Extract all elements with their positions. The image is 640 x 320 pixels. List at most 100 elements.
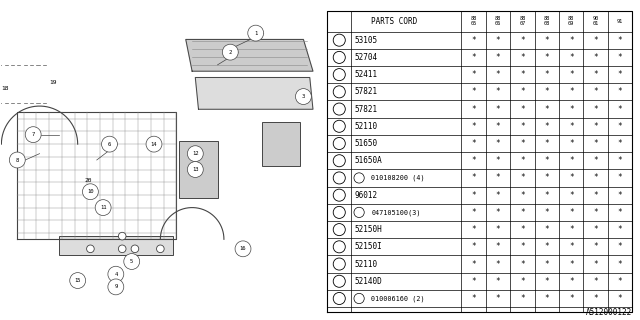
Text: *: *	[520, 173, 525, 182]
Text: 57821: 57821	[355, 105, 378, 114]
Text: 52704: 52704	[355, 53, 378, 62]
Text: *: *	[495, 139, 500, 148]
Text: *: *	[520, 277, 525, 286]
Circle shape	[296, 89, 311, 105]
Text: 11: 11	[335, 210, 343, 215]
Text: 18: 18	[1, 86, 9, 91]
Text: *: *	[618, 294, 622, 303]
Text: *: *	[569, 122, 573, 131]
Text: 52110: 52110	[355, 122, 378, 131]
Text: *: *	[520, 225, 525, 234]
Circle shape	[333, 155, 346, 167]
Text: *: *	[593, 294, 598, 303]
Polygon shape	[186, 39, 313, 71]
Text: *: *	[495, 242, 500, 251]
Text: *: *	[569, 191, 573, 200]
Text: *: *	[618, 277, 622, 286]
Text: *: *	[569, 87, 573, 96]
Text: *: *	[471, 225, 476, 234]
Text: *: *	[593, 156, 598, 165]
Text: 16: 16	[240, 246, 246, 251]
Text: *: *	[471, 87, 476, 96]
Text: *: *	[618, 36, 622, 45]
Circle shape	[102, 136, 117, 152]
Text: *: *	[471, 139, 476, 148]
Text: *: *	[618, 260, 622, 268]
Text: *: *	[471, 260, 476, 268]
Circle shape	[333, 275, 346, 287]
Text: *: *	[545, 105, 549, 114]
Circle shape	[118, 245, 126, 252]
Text: *: *	[495, 36, 500, 45]
Text: *: *	[545, 70, 549, 79]
Text: *: *	[520, 70, 525, 79]
Text: 010006160 (2): 010006160 (2)	[371, 295, 425, 302]
Text: *: *	[495, 87, 500, 96]
Circle shape	[118, 232, 126, 240]
Text: *: *	[593, 208, 598, 217]
Circle shape	[222, 44, 238, 60]
Text: 88
08: 88 08	[543, 16, 550, 27]
Text: *: *	[618, 87, 622, 96]
Text: 12: 12	[192, 151, 198, 156]
Circle shape	[333, 224, 346, 236]
Text: *: *	[471, 242, 476, 251]
Circle shape	[188, 146, 204, 162]
Text: *: *	[593, 36, 598, 45]
Circle shape	[333, 68, 346, 81]
Text: *: *	[495, 70, 500, 79]
Text: 3: 3	[337, 72, 341, 77]
Text: *: *	[545, 156, 549, 165]
Text: *: *	[520, 208, 525, 217]
Circle shape	[333, 52, 346, 63]
Text: 3: 3	[302, 94, 305, 99]
Text: *: *	[545, 53, 549, 62]
Text: 16: 16	[335, 296, 343, 301]
Text: 2: 2	[337, 55, 341, 60]
Text: *: *	[569, 36, 573, 45]
Text: *: *	[520, 139, 525, 148]
Text: 88
06: 88 06	[495, 16, 501, 27]
Text: 5: 5	[130, 259, 133, 264]
Text: *: *	[495, 156, 500, 165]
Text: *: *	[520, 87, 525, 96]
Text: 20: 20	[84, 178, 92, 183]
Text: *: *	[618, 53, 622, 62]
Text: *: *	[520, 260, 525, 268]
Text: B: B	[358, 175, 361, 180]
Circle shape	[108, 279, 124, 295]
Text: 10: 10	[335, 193, 343, 198]
Text: *: *	[593, 105, 598, 114]
Polygon shape	[195, 77, 313, 109]
Text: 88
07: 88 07	[519, 16, 525, 27]
Text: *: *	[495, 122, 500, 131]
Text: *: *	[618, 191, 622, 200]
Circle shape	[86, 245, 94, 252]
Text: *: *	[593, 70, 598, 79]
Circle shape	[333, 172, 346, 184]
Circle shape	[333, 241, 346, 253]
Text: *: *	[495, 208, 500, 217]
Text: *: *	[471, 36, 476, 45]
Text: *: *	[545, 277, 549, 286]
Circle shape	[333, 189, 346, 201]
Text: 52150H: 52150H	[355, 225, 382, 234]
Text: *: *	[520, 191, 525, 200]
Text: 1: 1	[337, 38, 341, 43]
Text: *: *	[471, 105, 476, 114]
Text: *: *	[471, 191, 476, 200]
Text: *: *	[569, 242, 573, 251]
Text: 15: 15	[335, 279, 343, 284]
Circle shape	[95, 200, 111, 215]
Text: 5: 5	[337, 107, 341, 112]
Text: 52110: 52110	[355, 260, 378, 268]
Bar	[179, 141, 218, 198]
Text: *: *	[471, 122, 476, 131]
Text: 1: 1	[254, 31, 257, 36]
Text: *: *	[520, 36, 525, 45]
Text: *: *	[569, 105, 573, 114]
Text: *: *	[569, 139, 573, 148]
Text: *: *	[495, 225, 500, 234]
Text: 52140D: 52140D	[355, 277, 382, 286]
Text: *: *	[495, 277, 500, 286]
